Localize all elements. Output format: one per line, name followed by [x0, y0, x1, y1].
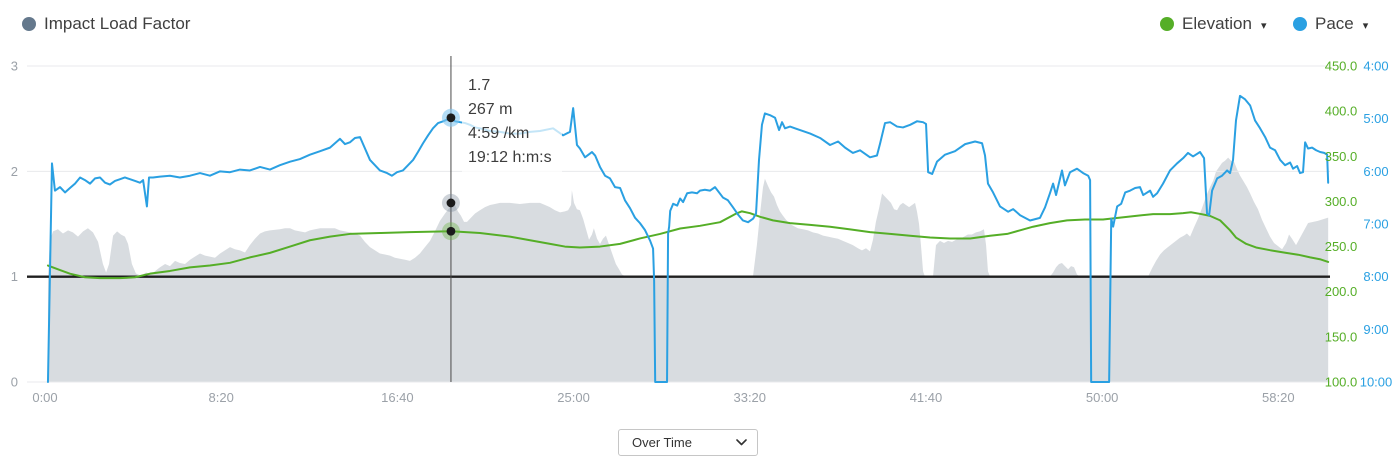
tooltip-time-value: 19:12 h:m:s [468, 149, 552, 166]
x-axis-tick-label: 50:00 [1086, 390, 1119, 405]
impact-axis-tick-label: 2 [11, 164, 18, 179]
elevation-axis-tick-label: 150.0 [1325, 329, 1358, 344]
tooltip-elevation-value: 267 m [468, 101, 513, 118]
x-axis-tick-label: 16:40 [381, 390, 414, 405]
elevation-axis-tick-label: 350.0 [1325, 149, 1358, 164]
pace-axis-tick-label: 10:00 [1360, 375, 1393, 390]
legend-pace[interactable]: Pace ▾ [1293, 14, 1368, 34]
elevation-line [46, 210, 1330, 280]
chevron-down-icon [736, 439, 747, 446]
elevation-axis-tick-label: 450.0 [1325, 59, 1358, 74]
pace-legend-label: Pace [1315, 14, 1354, 33]
x-axis-mode-dropdown[interactable]: Over Time [618, 429, 758, 456]
elevation-axis-tick-label: 250.0 [1325, 239, 1358, 254]
impact-legend-label: Impact Load Factor [44, 14, 191, 33]
chart-tooltip: 1.7 267 m 4:59 /km 19:12 h:m:s [462, 72, 562, 174]
impact-legend-dot-icon [22, 17, 36, 31]
impact-hover-marker [446, 198, 456, 208]
elevation-caret-down-icon[interactable]: ▾ [1260, 19, 1267, 32]
elevation-legend-dot-icon [1160, 17, 1174, 31]
x-axis-tick-label: 25:00 [557, 390, 590, 405]
elevation-axis-tick-label: 200.0 [1325, 284, 1358, 299]
x-axis-tick-label: 33:20 [733, 390, 766, 405]
pace-hover-marker [446, 113, 456, 123]
impact-axis-tick-label: 1 [11, 269, 18, 284]
x-axis-tick-label: 0:00 [32, 390, 57, 405]
tooltip-impact-value: 1.7 [468, 77, 491, 94]
tooltip-pace-value: 4:59 /km [468, 125, 530, 142]
pace-axis-tick-label: 7:00 [1363, 217, 1388, 232]
legend-impact-load-factor: Impact Load Factor [22, 14, 190, 34]
x-axis-tick-label: 8:20 [209, 390, 234, 405]
elevation-legend-label: Elevation [1182, 14, 1252, 33]
pace-caret-down-icon[interactable]: ▾ [1362, 19, 1369, 32]
x-axis-tick-label: 58:20 [1262, 390, 1295, 405]
pace-legend-dot-icon [1293, 17, 1307, 31]
x-axis-tick-label: 41:40 [910, 390, 943, 405]
impact-load-factor-area [47, 157, 1329, 382]
pace-axis-tick-label: 8:00 [1363, 269, 1388, 284]
pace-axis-tick-label: 5:00 [1363, 111, 1388, 126]
pace-line [46, 94, 1330, 383]
elevation-axis-tick-label: 100.0 [1325, 375, 1358, 390]
elevation-hover-marker [446, 226, 456, 236]
pace-axis-tick-label: 6:00 [1363, 164, 1388, 179]
elevation-axis-tick-label: 300.0 [1325, 194, 1358, 209]
impact-axis-tick-label: 3 [11, 59, 18, 74]
impact-axis-tick-label: 0 [11, 375, 18, 390]
elevation-axis-tick-label: 400.0 [1325, 104, 1358, 119]
pace-axis-tick-label: 4:00 [1363, 59, 1388, 74]
pace-axis-tick-label: 9:00 [1363, 322, 1388, 337]
x-axis-mode-value: Over Time [632, 435, 692, 450]
legend-elevation[interactable]: Elevation ▾ [1160, 14, 1266, 34]
